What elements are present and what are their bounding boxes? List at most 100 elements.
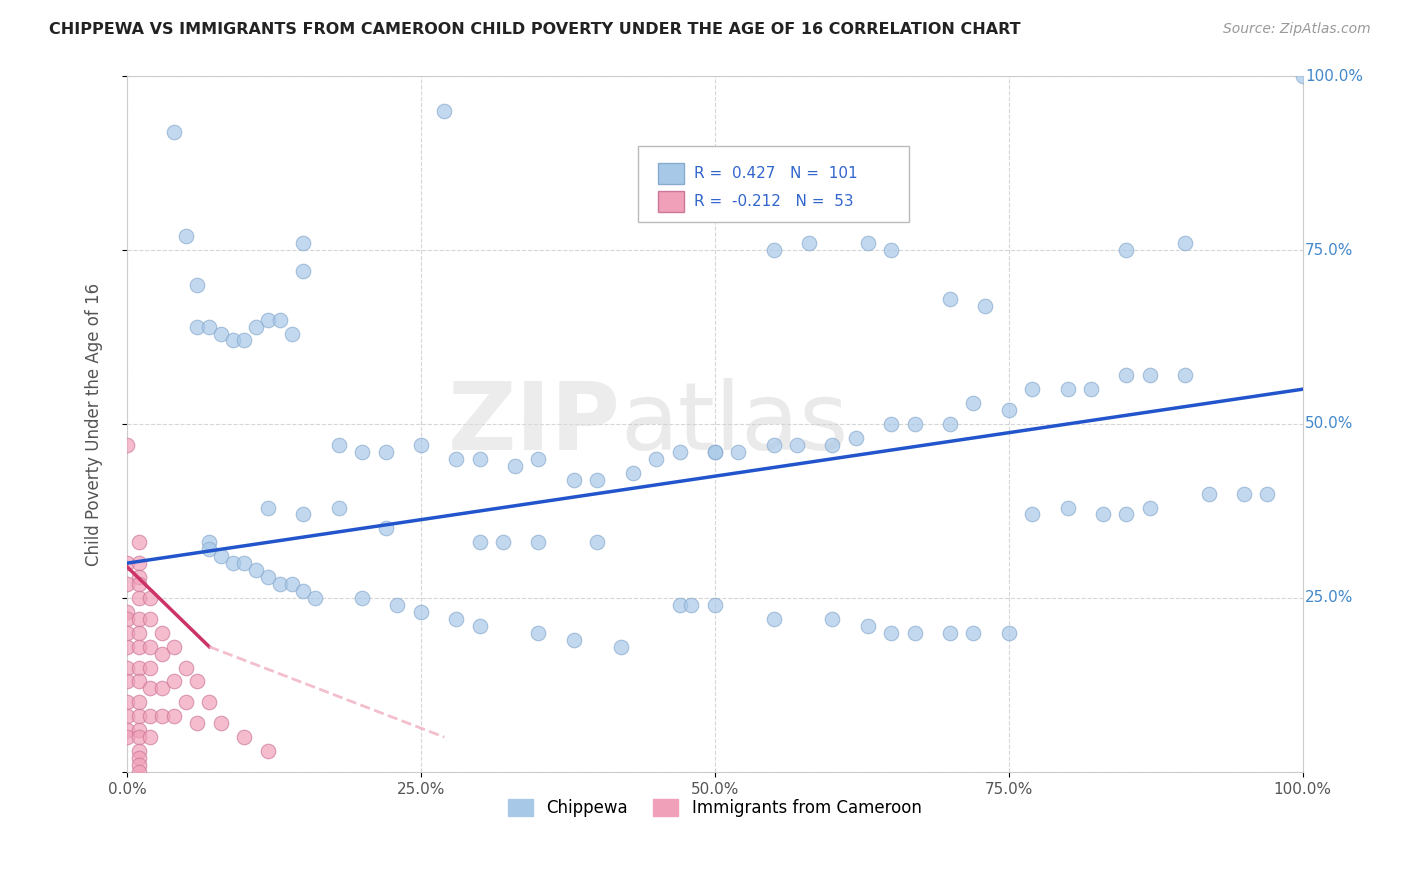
- Text: 100.0%: 100.0%: [1305, 69, 1362, 84]
- Point: [150, 681, 173, 696]
- Point: [681, 598, 703, 612]
- Point: [222, 334, 245, 348]
- Point: [139, 681, 162, 696]
- Point: [269, 577, 291, 591]
- Point: [352, 591, 374, 605]
- Text: 75.0%: 75.0%: [1305, 243, 1354, 258]
- Point: [1021, 382, 1043, 396]
- Point: [128, 625, 150, 640]
- Point: [997, 403, 1019, 417]
- Point: [1198, 486, 1220, 500]
- Point: [821, 612, 844, 626]
- Point: [433, 103, 456, 118]
- Point: [292, 264, 315, 278]
- Point: [245, 563, 267, 577]
- Point: [128, 577, 150, 591]
- Point: [150, 647, 173, 661]
- Point: [856, 619, 879, 633]
- Point: [468, 619, 491, 633]
- Point: [174, 229, 197, 244]
- Point: [527, 625, 550, 640]
- Point: [974, 299, 997, 313]
- Point: [233, 334, 256, 348]
- Point: [387, 598, 409, 612]
- Point: [115, 640, 138, 654]
- Text: 50.0%: 50.0%: [1305, 417, 1354, 432]
- Point: [797, 235, 820, 250]
- Point: [163, 640, 186, 654]
- Point: [115, 625, 138, 640]
- Point: [468, 451, 491, 466]
- Point: [128, 723, 150, 738]
- Point: [527, 451, 550, 466]
- Point: [727, 445, 749, 459]
- Point: [939, 625, 962, 640]
- Point: [198, 535, 221, 549]
- Point: [257, 500, 280, 515]
- Point: [186, 674, 208, 689]
- Point: [609, 640, 631, 654]
- Point: [139, 640, 162, 654]
- Point: [703, 445, 725, 459]
- Point: [115, 577, 138, 591]
- Point: [139, 709, 162, 723]
- Point: [444, 612, 467, 626]
- Point: [128, 744, 150, 758]
- Point: [128, 764, 150, 779]
- Legend: Chippewa, Immigrants from Cameroon: Chippewa, Immigrants from Cameroon: [502, 793, 928, 824]
- Text: ZIP: ZIP: [449, 378, 620, 470]
- Point: [1021, 508, 1043, 522]
- Point: [150, 625, 173, 640]
- Point: [939, 292, 962, 306]
- Point: [856, 235, 879, 250]
- Point: [292, 235, 315, 250]
- Point: [115, 709, 138, 723]
- Point: [269, 312, 291, 326]
- Point: [174, 695, 197, 709]
- Point: [962, 396, 984, 410]
- Point: [1174, 368, 1197, 383]
- Point: [115, 660, 138, 674]
- Point: [586, 473, 609, 487]
- Point: [128, 674, 150, 689]
- Point: [115, 695, 138, 709]
- Point: [198, 695, 221, 709]
- FancyBboxPatch shape: [658, 191, 685, 211]
- Point: [586, 535, 609, 549]
- Point: [904, 625, 927, 640]
- Point: [257, 744, 280, 758]
- Point: [562, 632, 585, 647]
- Point: [186, 716, 208, 731]
- Point: [328, 438, 350, 452]
- Point: [492, 535, 515, 549]
- Point: [222, 556, 245, 570]
- Point: [904, 417, 927, 431]
- Point: [1174, 235, 1197, 250]
- Point: [880, 625, 903, 640]
- Point: [163, 125, 186, 139]
- Point: [198, 319, 221, 334]
- Y-axis label: Child Poverty Under the Age of 16: Child Poverty Under the Age of 16: [86, 283, 103, 566]
- Point: [821, 438, 844, 452]
- Point: [209, 326, 232, 341]
- Point: [1115, 368, 1137, 383]
- Point: [163, 674, 186, 689]
- Point: [115, 605, 138, 619]
- Point: [444, 451, 467, 466]
- Point: [128, 709, 150, 723]
- Point: [186, 277, 208, 292]
- Point: [1139, 500, 1161, 515]
- Point: [1056, 500, 1078, 515]
- Point: [174, 660, 197, 674]
- FancyBboxPatch shape: [658, 163, 685, 184]
- Point: [198, 542, 221, 557]
- Point: [1139, 368, 1161, 383]
- Point: [233, 730, 256, 744]
- Text: R =  0.427   N =  101: R = 0.427 N = 101: [693, 166, 858, 181]
- Point: [128, 640, 150, 654]
- Point: [562, 473, 585, 487]
- Point: [280, 577, 302, 591]
- Point: [939, 417, 962, 431]
- Point: [292, 584, 315, 599]
- Point: [468, 535, 491, 549]
